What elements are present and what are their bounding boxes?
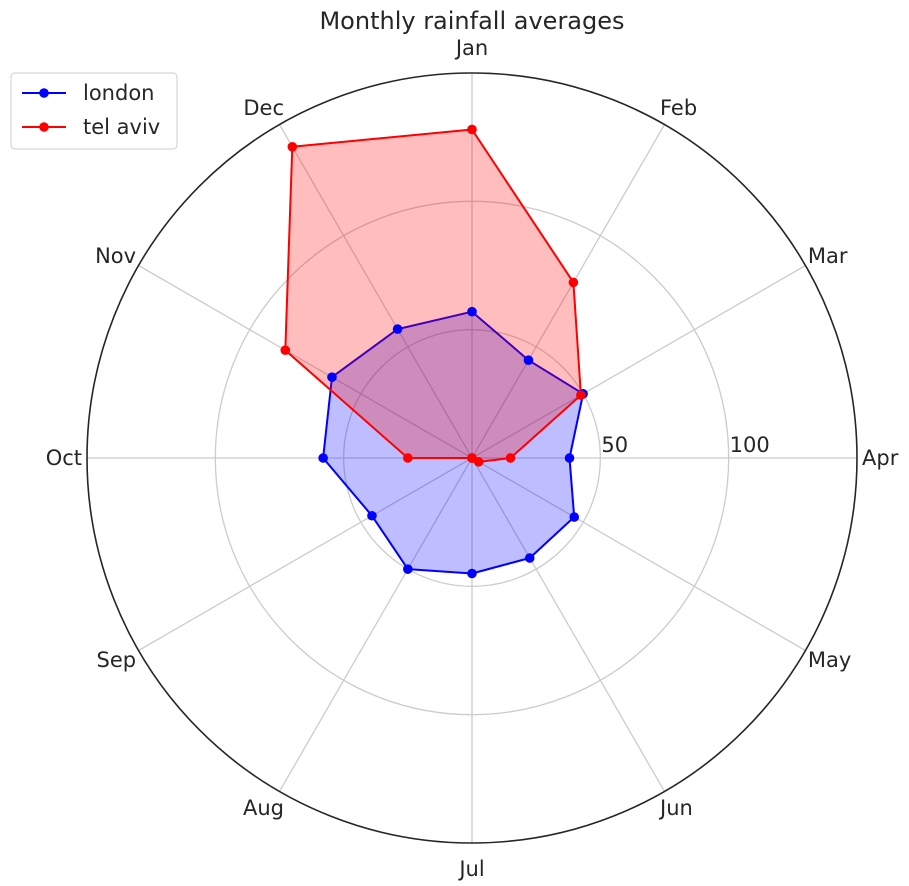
spoke-feb [471, 124, 666, 459]
point-london-sep [367, 510, 377, 521]
point-tel-aviv-nov [280, 345, 291, 356]
point-tel-aviv-apr [505, 453, 516, 463]
month-label-jul: Jul [457, 857, 484, 881]
point-tel-aviv-jan [467, 124, 477, 135]
spoke-sep [138, 457, 473, 652]
point-london-jul [467, 568, 477, 579]
legend-marker-tel-aviv [39, 122, 49, 132]
point-london-feb [523, 355, 534, 365]
point-london-may [569, 512, 580, 522]
point-london-aug [403, 564, 413, 574]
point-london-oct [318, 453, 328, 463]
spoke-aug [278, 457, 473, 792]
series-area-london [323, 311, 584, 574]
series-area-tel-aviv [285, 129, 581, 462]
polar-grid [86, 72, 858, 844]
point-tel-aviv-oct [403, 453, 413, 463]
month-label-aug: Aug [243, 796, 284, 820]
legend: london tel aviv [10, 72, 178, 150]
month-label-feb: Feb [660, 96, 697, 120]
spoke-nov [138, 264, 473, 459]
point-london-jun [524, 553, 535, 563]
radial-tick-label: 100 [730, 433, 770, 457]
spoke-dec [278, 124, 473, 459]
month-label-may: May [808, 648, 851, 672]
month-label-sep: Sep [97, 648, 137, 672]
month-label-jan: Jan [454, 36, 488, 60]
spoke-may [471, 457, 806, 652]
point-tel-aviv-dec [287, 142, 298, 152]
series-layer [280, 124, 588, 579]
legend-label-london: london [83, 81, 154, 105]
point-tel-aviv-sep [467, 453, 477, 463]
radial-tick-label: 50 [601, 433, 628, 457]
legend-label-tel-aviv: tel aviv [83, 115, 160, 139]
month-label-jun: Jun [658, 796, 693, 820]
point-tel-aviv-feb [568, 277, 579, 288]
point-tel-aviv-mar [576, 390, 586, 400]
spoke-mar [471, 264, 806, 459]
month-label-dec: Dec [243, 96, 284, 120]
point-london-apr [564, 453, 575, 463]
polar-frame [86, 72, 858, 844]
month-label-apr: Apr [862, 446, 899, 470]
point-london-nov [327, 372, 337, 382]
legend-marker-london [39, 88, 49, 98]
month-label-mar: Mar [808, 244, 848, 268]
axis-labels: Jan Feb Mar Apr May Jun Jul Aug Sep Oct Nov Dec 50 10… [46, 36, 899, 881]
spoke-jun [471, 457, 666, 792]
month-label-oct: Oct [46, 446, 82, 470]
point-london-dec [392, 324, 403, 334]
month-label-nov: Nov [95, 244, 136, 268]
point-london-jan [467, 306, 477, 317]
chart-title: Monthly rainfall averages [319, 7, 624, 35]
